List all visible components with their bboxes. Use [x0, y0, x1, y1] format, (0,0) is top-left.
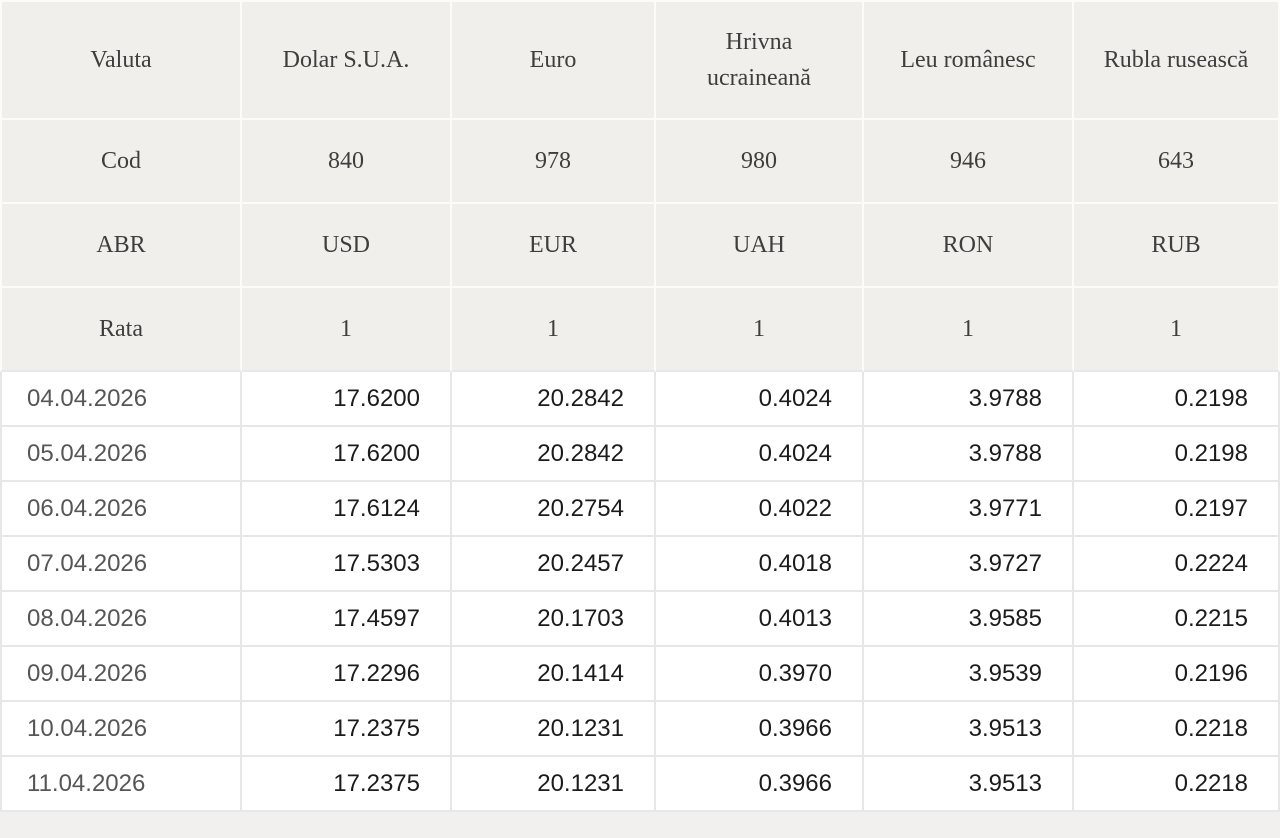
rate-value-cell: 0.4024 [656, 372, 864, 427]
rate-value-cell: 20.1414 [452, 647, 656, 702]
currency-name-cell: Leu românesc [864, 0, 1074, 120]
rate-value-cell: 20.1703 [452, 592, 656, 647]
rate-value-cell: 0.3970 [656, 647, 864, 702]
rate-value-cell: 20.1231 [452, 757, 656, 812]
rate-value-cell: 0.2196 [1074, 647, 1280, 702]
rate-value-cell: 0.3966 [656, 757, 864, 812]
rate-value-cell: 0.2224 [1074, 537, 1280, 592]
table-row: 11.04.2026 17.2375 20.1231 0.3966 3.9513… [0, 757, 1280, 812]
date-cell: 08.04.2026 [0, 592, 242, 647]
rate-value-cell: 0.2198 [1074, 427, 1280, 482]
rate-value-cell: 3.9513 [864, 702, 1074, 757]
currency-abr-cell: EUR [452, 204, 656, 288]
rate-value-cell: 17.2375 [242, 757, 452, 812]
rate-value-cell: 17.4597 [242, 592, 452, 647]
rate-value-cell: 0.2197 [1074, 482, 1280, 537]
rate-value-cell: 3.9727 [864, 537, 1074, 592]
date-cell: 04.04.2026 [0, 372, 242, 427]
rate-value-cell: 20.2842 [452, 427, 656, 482]
rate-value-cell: 0.2218 [1074, 702, 1280, 757]
rate-value-cell: 0.4022 [656, 482, 864, 537]
currency-name-cell: Euro [452, 0, 656, 120]
rate-value-cell: 17.2375 [242, 702, 452, 757]
date-cell: 10.04.2026 [0, 702, 242, 757]
currency-code-cell: 978 [452, 120, 656, 204]
rate-value-cell: 17.6200 [242, 372, 452, 427]
rate-value-cell: 3.9788 [864, 427, 1074, 482]
currency-name-cell: Dolar S.U.A. [242, 0, 452, 120]
rate-value-cell: 0.2218 [1074, 757, 1280, 812]
rate-value-cell: 17.6124 [242, 482, 452, 537]
rate-value-cell: 3.9788 [864, 372, 1074, 427]
table-row: 05.04.2026 17.6200 20.2842 0.4024 3.9788… [0, 427, 1280, 482]
currency-abr-cell: RON [864, 204, 1074, 288]
rate-value-cell: 0.4018 [656, 537, 864, 592]
currency-code-cell: 946 [864, 120, 1074, 204]
currency-rate-base-cell: 1 [242, 288, 452, 372]
date-cell: 09.04.2026 [0, 647, 242, 702]
currency-code-cell: 643 [1074, 120, 1280, 204]
currency-name-cell: Rubla rusească [1074, 0, 1280, 120]
rate-value-cell: 17.5303 [242, 537, 452, 592]
table-row: 10.04.2026 17.2375 20.1231 0.3966 3.9513… [0, 702, 1280, 757]
exchange-rates-table: Valuta Dolar S.U.A. Euro Hrivna ucrainea… [0, 0, 1280, 812]
rate-value-cell: 20.1231 [452, 702, 656, 757]
row-header-abr: ABR [0, 204, 242, 288]
table-row-valuta: Valuta Dolar S.U.A. Euro Hrivna ucrainea… [0, 0, 1280, 120]
rate-value-cell: 20.2457 [452, 537, 656, 592]
rate-value-cell: 3.9539 [864, 647, 1074, 702]
currency-rate-base-cell: 1 [1074, 288, 1280, 372]
table-row: 06.04.2026 17.6124 20.2754 0.4022 3.9771… [0, 482, 1280, 537]
table-row-abr: ABR USD EUR UAH RON RUB [0, 204, 1280, 288]
currency-code-cell: 980 [656, 120, 864, 204]
row-header-cod: Cod [0, 120, 242, 204]
table-row-rata: Rata 1 1 1 1 1 [0, 288, 1280, 372]
table-row: 04.04.2026 17.6200 20.2842 0.4024 3.9788… [0, 372, 1280, 427]
rate-value-cell: 3.9513 [864, 757, 1074, 812]
rate-value-cell: 3.9585 [864, 592, 1074, 647]
currency-rate-base-cell: 1 [452, 288, 656, 372]
currency-name-cell: Hrivna ucraineană [656, 0, 864, 120]
rate-value-cell: 3.9771 [864, 482, 1074, 537]
rate-value-cell: 20.2754 [452, 482, 656, 537]
rate-value-cell: 0.4013 [656, 592, 864, 647]
rate-value-cell: 0.4024 [656, 427, 864, 482]
rate-value-cell: 0.2198 [1074, 372, 1280, 427]
table-row-cod: Cod 840 978 980 946 643 [0, 120, 1280, 204]
currency-code-cell: 840 [242, 120, 452, 204]
date-cell: 07.04.2026 [0, 537, 242, 592]
currency-abr-cell: UAH [656, 204, 864, 288]
rate-value-cell: 17.2296 [242, 647, 452, 702]
date-cell: 05.04.2026 [0, 427, 242, 482]
currency-rate-base-cell: 1 [656, 288, 864, 372]
rate-value-cell: 20.2842 [452, 372, 656, 427]
row-header-valuta: Valuta [0, 0, 242, 120]
table-row: 08.04.2026 17.4597 20.1703 0.4013 3.9585… [0, 592, 1280, 647]
row-header-rata: Rata [0, 288, 242, 372]
currency-rate-base-cell: 1 [864, 288, 1074, 372]
table-row: 09.04.2026 17.2296 20.1414 0.3970 3.9539… [0, 647, 1280, 702]
table-row: 07.04.2026 17.5303 20.2457 0.4018 3.9727… [0, 537, 1280, 592]
rate-value-cell: 0.2215 [1074, 592, 1280, 647]
date-cell: 11.04.2026 [0, 757, 242, 812]
rate-value-cell: 17.6200 [242, 427, 452, 482]
currency-abr-cell: USD [242, 204, 452, 288]
rate-value-cell: 0.3966 [656, 702, 864, 757]
currency-abr-cell: RUB [1074, 204, 1280, 288]
date-cell: 06.04.2026 [0, 482, 242, 537]
